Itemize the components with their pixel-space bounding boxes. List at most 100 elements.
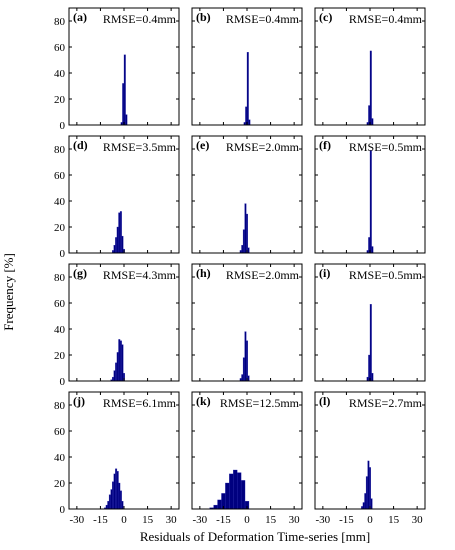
histogram-bar [125,114,128,126]
histogram-bar [366,376,369,382]
panel-label: (g) [73,266,87,280]
histogram-bar [237,472,242,510]
histogram-bar [116,471,119,510]
y-tick-label: 60 [54,42,66,54]
histogram-bar [369,304,372,382]
y-tick-label: 80 [54,16,66,28]
x-tick-label: -15 [339,514,354,526]
histogram-bar [369,467,371,510]
panel-i: (i) RMSE=0.5mm [314,263,426,382]
panel-label: (h) [196,266,211,280]
panel-label: (i) [319,266,330,280]
histogram-bar [119,490,122,510]
histogram-bar [247,375,250,382]
panel-label: (f) [319,138,331,152]
x-tick-label: -15 [216,514,231,526]
x-tick-label: -30 [70,514,85,526]
x-tick-label: -30 [193,514,208,526]
histogram-bar [119,340,122,382]
histogram-bar [244,203,247,254]
histogram-bar [371,118,374,126]
histogram-bar [241,374,244,382]
rmse-annotation: RMSE=2.0mm [226,140,300,154]
y-tick-label: 0 [60,120,66,132]
histogram-bar [247,247,250,254]
histogram-bar [121,344,124,382]
x-axis-title: Residuals of Deformation Time-series [mm… [140,529,370,544]
panel-b: (b) RMSE=0.4mm [191,7,303,126]
y-tick-label: 80 [54,400,66,412]
histogram-bar [244,331,247,382]
rmse-annotation: RMSE=0.4mm [103,12,177,26]
histogram-bar [121,501,124,510]
histogram-bar [246,340,248,382]
histogram-bar [108,494,111,510]
histogram-bar [112,481,114,510]
y-tick-label: 0 [60,504,66,516]
histogram-bar [123,54,126,126]
x-tick-label: 15 [388,514,400,526]
rmse-annotation: RMSE=0.4mm [226,12,300,26]
histogram-bar [362,502,365,510]
histogram-bar [105,504,108,510]
histogram-bar [122,83,125,126]
rmse-annotation: RMSE=4.3mm [103,268,177,282]
panel-label: (b) [196,10,211,24]
histogram-bar [369,150,372,254]
rmse-annotation: RMSE=0.5mm [349,140,423,154]
x-tick-label: 30 [289,514,301,526]
rmse-annotation: RMSE=3.5mm [103,140,177,154]
y-tick-label: 20 [54,94,66,106]
x-tick-label: 0 [244,514,250,526]
rmse-annotation: RMSE=12.5mm [220,396,300,410]
x-tick-label: 15 [142,514,154,526]
y-tick-label: 40 [54,196,66,208]
histogram-bar [246,213,248,254]
histogram-bar [107,501,110,510]
histogram-bar [119,211,122,254]
histogram-bar [118,339,121,382]
x-tick-label: 0 [121,514,127,526]
histogram-bar [229,473,234,510]
panel-a: 0 20 40 60 80 (a) RMSE=0.4mm [54,7,180,132]
y-tick-label: 40 [54,68,66,80]
x-tick-label: -15 [93,514,108,526]
histogram-bar [370,498,373,510]
panel-label: (l) [319,394,330,408]
histogram-bar [118,482,121,510]
histogram-bar [113,473,116,510]
histogram-bar [242,229,245,254]
histogram-bar [115,468,118,510]
y-tick-label: 80 [54,272,66,284]
panel-label: (d) [73,138,88,152]
y-tick-label: 20 [54,478,66,490]
histogram-bar [240,480,246,510]
histogram-bar [217,499,222,510]
histogram-bar [225,482,230,510]
panel-grid: 0 20 40 60 80 (a) RMSE=0.4mm (b) RMSE=0.4mm (c) RM… [54,7,426,526]
histogram-bar [364,493,367,510]
y-tick-label: 40 [54,452,66,464]
panel-h: (h) RMSE=2.0mm [191,263,303,382]
histogram-bar [241,245,244,254]
histogram-bar [115,362,118,382]
y-tick-label: 80 [54,144,66,156]
histogram-bar [118,212,121,254]
histogram-bar [116,226,119,254]
panel-e: (e) RMSE=2.0mm [191,135,303,254]
y-axis-title: Frequency [%] [1,253,16,331]
histogram-bar [121,235,124,254]
histogram-bar [213,504,218,510]
x-tick-label: -30 [316,514,331,526]
y-tick-label: 20 [54,222,66,234]
rmse-annotation: RMSE=0.5mm [349,268,423,282]
y-tick-label: 60 [54,170,66,182]
x-tick-label: 0 [367,514,373,526]
panel-d: 0 20 40 60 80 (d) RMSE=3.5mm [54,135,180,260]
x-tick-label: 30 [412,514,424,526]
panel-label: (a) [73,10,87,24]
rmse-annotation: RMSE=2.0mm [226,268,300,282]
histogram-bar [368,354,371,382]
panel-k: -30 -15 0 15 30 (k) RMSE=12.5mm [191,391,303,526]
